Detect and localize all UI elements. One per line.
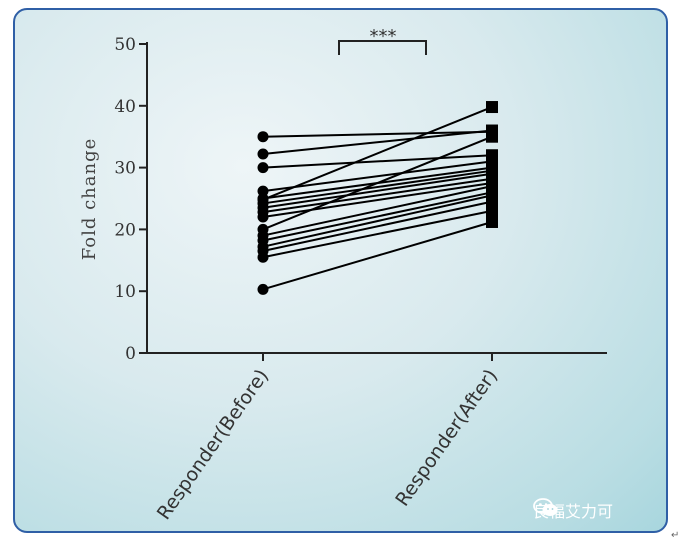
category-labels: Responder(Before) Responder(After)	[153, 365, 502, 524]
after-point	[486, 101, 498, 114]
pair-line	[262, 129, 493, 155]
y-tick-label: 20	[114, 220, 136, 240]
before-point	[257, 211, 269, 223]
pair-lines	[262, 106, 493, 291]
before-point	[257, 251, 269, 263]
after-point	[486, 204, 498, 217]
pair-line	[262, 172, 493, 209]
before-point	[257, 162, 269, 174]
pair-line	[262, 194, 493, 248]
significance-bracket: ***	[338, 26, 427, 55]
y-tick-label: 10	[114, 282, 136, 302]
y-tick-label: 40	[114, 97, 136, 117]
y-axis-title: Fold change	[79, 138, 100, 261]
pair-line	[262, 185, 493, 237]
y-ticks: 0 10 20 30 40 50	[114, 35, 147, 364]
before-point	[257, 148, 269, 160]
category-label: Responder(Before)	[153, 365, 273, 524]
pair-line	[262, 154, 493, 169]
before-point	[257, 194, 269, 206]
wechat-icon	[533, 498, 558, 516]
after-point	[486, 215, 498, 228]
pair-line	[262, 130, 493, 138]
markers	[257, 101, 498, 295]
pair-line	[262, 135, 493, 231]
after-point	[486, 124, 498, 137]
pair-line	[262, 221, 493, 291]
y-tick-label: 30	[114, 159, 136, 179]
pair-line	[262, 106, 493, 201]
bracket-line	[338, 40, 427, 55]
significance-label: ***	[370, 26, 397, 47]
before-point	[257, 131, 269, 143]
y-tick-label: 0	[125, 344, 136, 364]
figure-panel	[13, 8, 668, 533]
pair-line	[262, 160, 493, 193]
axes	[146, 42, 607, 361]
pair-line	[262, 209, 493, 259]
y-tick-label: 50	[114, 35, 136, 55]
pair-line	[262, 182, 493, 219]
pair-line	[262, 191, 493, 242]
pair-line	[262, 200, 493, 253]
after-point	[486, 195, 498, 208]
after-point	[486, 130, 498, 143]
before-point	[257, 283, 269, 295]
pair-line	[262, 169, 493, 205]
corner-mark: ↵	[671, 530, 680, 541]
category-label: Responder(After)	[391, 365, 502, 510]
watermark: 良福艾力可	[533, 498, 613, 522]
pair-line	[262, 177, 493, 214]
